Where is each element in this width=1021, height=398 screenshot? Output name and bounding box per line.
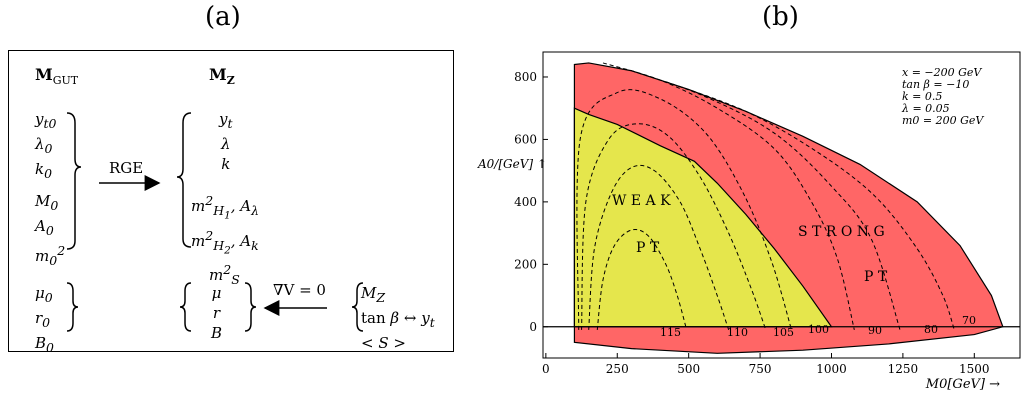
x-tick-label-500: 500 <box>677 362 700 376</box>
right-group2: m2H1, Aλ m2H2, Ak m2S <box>191 193 260 287</box>
legend-line-0: x = −200 GeV <box>902 66 982 79</box>
brace-right-group3-close <box>244 282 257 332</box>
legend-line-2: k = 0.5 <box>902 90 942 103</box>
contour-90 <box>602 62 855 331</box>
x-tick-label-1500: 1500 <box>959 362 990 376</box>
header-mz: MZ <box>209 65 235 88</box>
left-group2: M0 A0 m02 <box>35 192 66 268</box>
header-mgut: MGUT <box>35 65 79 88</box>
left-group1: yt0 λ0 k0 <box>35 110 57 181</box>
contour-100 <box>576 89 792 331</box>
strong-pt-region <box>573 62 1004 354</box>
region-label-3: P T <box>864 269 888 285</box>
contour-70 <box>665 81 955 331</box>
contour-105 <box>581 123 767 331</box>
contour-label-90: 90 <box>868 324 882 337</box>
regions-layer <box>573 62 1004 354</box>
region-label-2: S T R O N G <box>798 224 885 240</box>
contour-label-110: 110 <box>727 326 748 339</box>
inputs-group: MZ tan β ↔ yt < S > <box>361 284 435 352</box>
right-group1: yt λ k <box>219 110 233 173</box>
y-tick-label-800: 800 <box>514 70 537 84</box>
grad-label: ∇V = 0 <box>273 281 326 299</box>
brace-inputs <box>351 282 364 332</box>
x-axis-label: M0[GeV] → <box>925 377 1000 392</box>
contour-label-80: 80 <box>924 323 938 336</box>
left-group3: μ0 r0 B0 <box>35 284 54 355</box>
x-tick-label-750: 750 <box>749 362 772 376</box>
contour-label-115: 115 <box>660 326 681 339</box>
legend-line-1: tan β = −10 <box>902 78 969 91</box>
contour-80 <box>631 70 901 331</box>
y-tick-label-0: 0 <box>529 320 537 334</box>
contour-115 <box>596 228 687 330</box>
plot-frame <box>542 51 1021 359</box>
region-label-1: P T <box>636 240 660 256</box>
legend-line-4: m0 = 200 GeV <box>902 114 984 127</box>
contour-label-70: 70 <box>962 314 976 327</box>
brace-left-group3 <box>66 282 79 332</box>
axes-layer: 0 250 500 750 1000 1250 1500 0 200 400 600 800 <box>514 51 1021 376</box>
y-axis-label: A0/[GeV] ↑ <box>477 157 547 171</box>
y-tick-label-400: 400 <box>514 195 537 209</box>
diagram-canvas <box>66 112 364 332</box>
x-tick-label-0: 0 <box>542 362 550 376</box>
rge-label: RGE <box>109 159 144 177</box>
y-tick-label-600: 600 <box>514 132 537 146</box>
brace-right-group1 <box>176 112 192 248</box>
contour-label-100: 100 <box>808 323 829 336</box>
rge-flow-diagram: MGUT MZ yt0 λ0 k0 M0 A0 m02 RGE yt λ k m2H1, A… <box>8 50 454 355</box>
x-tick-label-250: 250 <box>606 362 629 376</box>
x-tick-label-1000: 1000 <box>816 362 847 376</box>
brace-right-group3-open <box>179 282 192 332</box>
panel-b-label: (b) <box>762 2 799 32</box>
contour-110 <box>588 164 730 331</box>
x-tick-label-1250: 1250 <box>888 362 919 376</box>
legend-line-3: λ = 0.05 <box>901 102 950 115</box>
region-label-0: W E A K <box>612 193 671 209</box>
brace-left-group1 <box>66 112 82 250</box>
contours-layer <box>576 62 955 331</box>
weak-pt-region <box>573 107 833 328</box>
panel-a-label: (a) <box>205 2 241 32</box>
contour-label-105: 105 <box>773 326 794 339</box>
y-tick-label-200: 200 <box>514 257 537 271</box>
